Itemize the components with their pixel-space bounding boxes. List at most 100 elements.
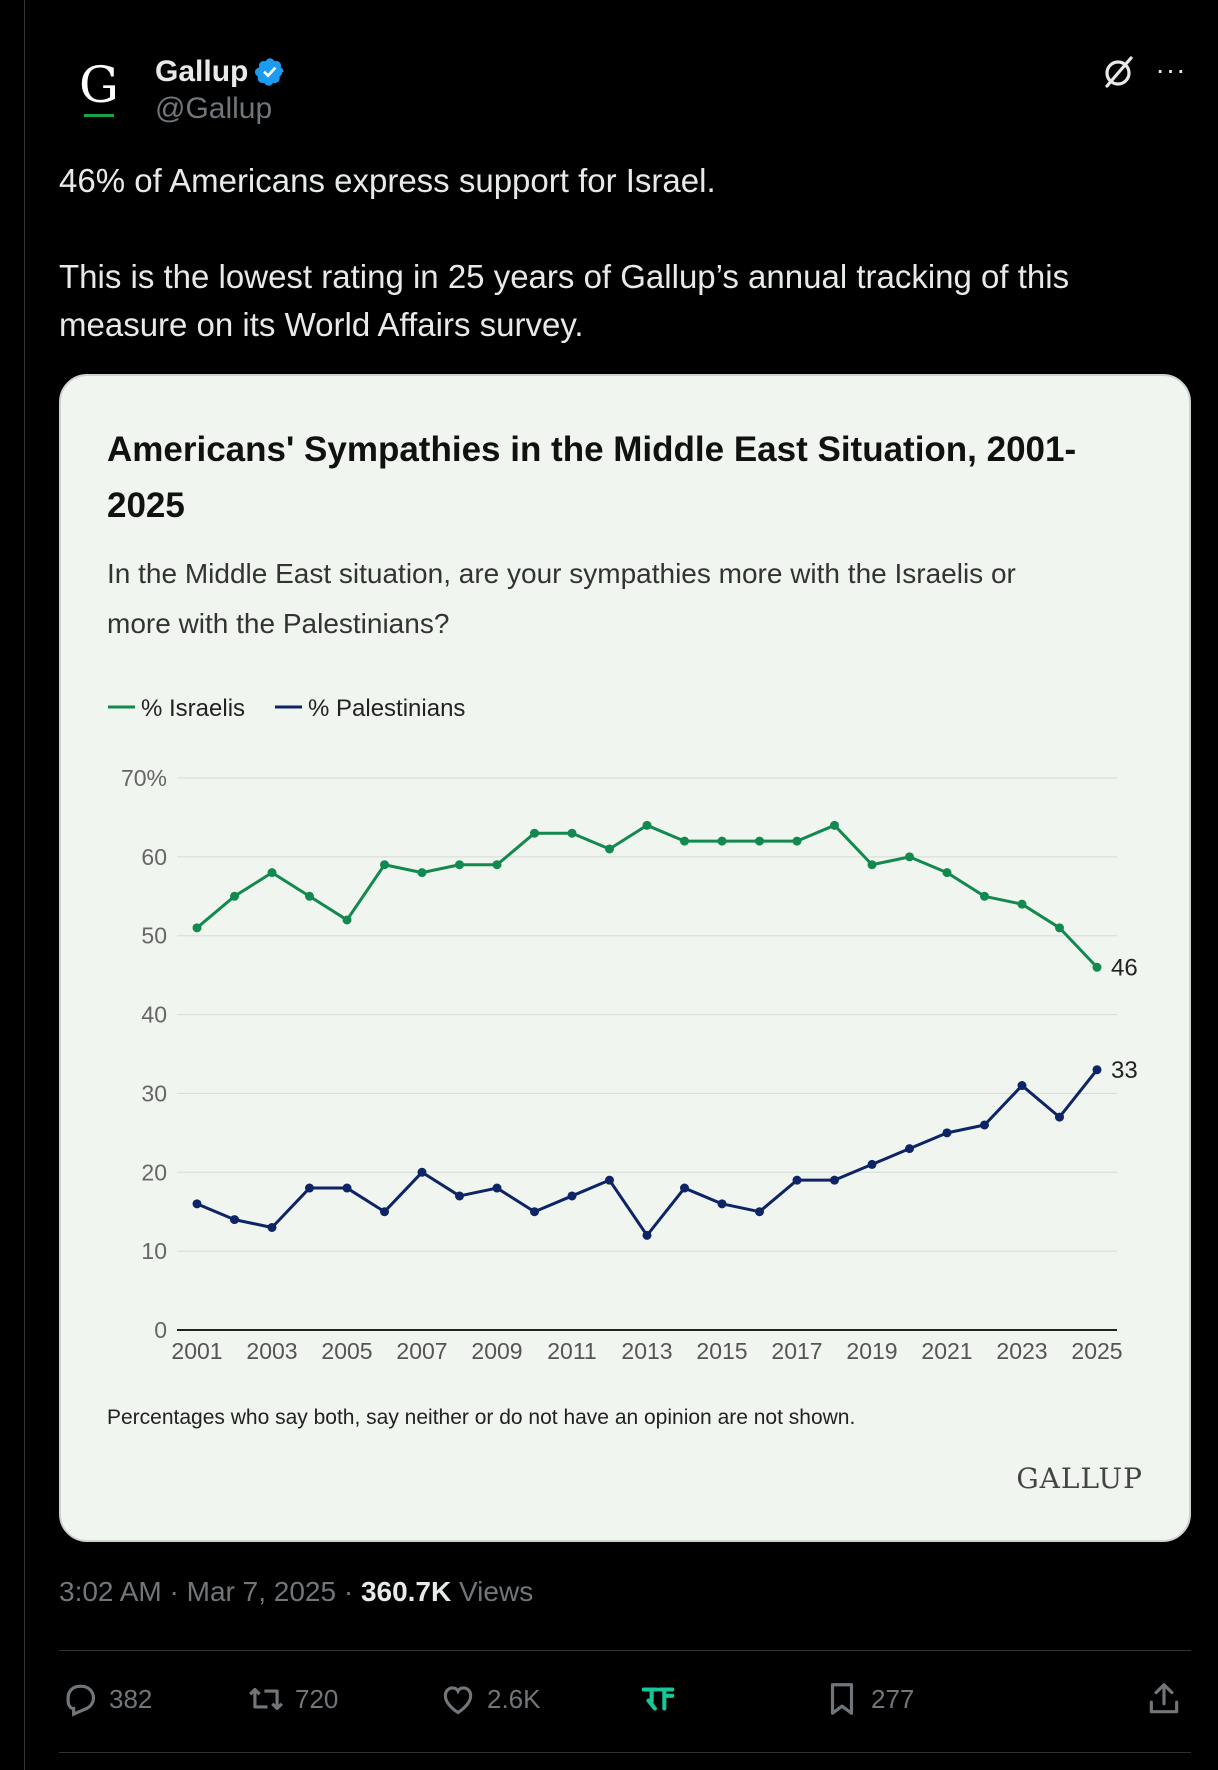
data-point <box>680 1183 689 1193</box>
bookmark-button[interactable]: 277 <box>823 1676 914 1722</box>
data-point <box>867 860 877 870</box>
y-tick-label: 50 <box>141 923 167 949</box>
data-point <box>380 1207 389 1217</box>
x-tick-label: 2003 <box>246 1338 297 1364</box>
data-point <box>642 820 652 830</box>
reply-button[interactable]: 382 <box>61 1676 152 1722</box>
avatar-underline <box>84 114 114 117</box>
data-point <box>830 820 839 830</box>
series-line-israelis <box>196 823 1099 969</box>
chart-y-axis-ticks: 70% 60 50 40 30 20 10 0 <box>121 765 167 1343</box>
y-tick-label: 70% <box>121 765 167 791</box>
data-point <box>417 868 427 878</box>
end-value-label: 33 <box>1111 1057 1138 1084</box>
gallup-logo: GALLUP <box>1016 1462 1143 1495</box>
data-point <box>305 891 314 901</box>
data-point <box>830 1175 839 1185</box>
data-point <box>1017 1081 1027 1091</box>
legend-label-israelis: % Israelis <box>141 695 245 722</box>
data-point <box>717 1199 727 1209</box>
data-point <box>642 1230 652 1240</box>
x-tick-label: 2013 <box>621 1338 672 1364</box>
grok-analytics-button[interactable] <box>639 1676 687 1722</box>
chart-subtitle-line-2: more with the Palestinians? <box>107 608 450 639</box>
author-display-name[interactable]: Gallup <box>155 55 249 88</box>
chart-title-line-1: Americans' Sympathies in the Middle East… <box>107 430 1077 469</box>
chart-legend: % Israelis % Palestinians <box>108 695 465 722</box>
actions-divider-bottom <box>59 1752 1191 1753</box>
chart-footnote: Percentages who say both, say neither or… <box>107 1406 856 1429</box>
repost-button[interactable]: 720 <box>247 1676 338 1722</box>
data-point <box>192 923 202 933</box>
data-point <box>980 891 989 901</box>
chart-gridlines <box>177 777 1117 1331</box>
end-value-label: 46 <box>1111 954 1138 981</box>
views-count: 360.7K <box>360 1576 452 1607</box>
legend-label-palestinians: % Palestinians <box>308 695 465 722</box>
y-tick-label: 10 <box>141 1238 167 1264</box>
x-tick-label: 2025 <box>1071 1338 1122 1364</box>
data-point <box>905 852 914 862</box>
chart-image-card[interactable]: Americans' Sympathies in the Middle East… <box>59 374 1191 1542</box>
timeline-left-border <box>24 0 25 1770</box>
data-point <box>680 836 689 846</box>
post: G Gallup @Gallup ··· 46% of Americans ex… <box>59 0 1191 1770</box>
data-point <box>1055 923 1064 933</box>
like-count: 2.6K <box>487 1683 541 1714</box>
like-button[interactable]: 2.6K <box>439 1676 541 1722</box>
data-point <box>942 1128 952 1138</box>
y-tick-label: 20 <box>141 1159 167 1185</box>
data-point <box>267 868 277 878</box>
chart-subtitle-line-1: In the Middle East situation, are your s… <box>107 558 1016 589</box>
chart-x-axis-ticks: 2001 2003 2005 2007 2009 2011 2013 2015 2017 2019… <box>171 1338 1122 1364</box>
data-point <box>417 1167 427 1177</box>
share-button[interactable] <box>1145 1676 1193 1722</box>
y-tick-label: 0 <box>154 1317 167 1343</box>
data-point <box>455 1191 464 1201</box>
data-point <box>1055 1112 1064 1122</box>
data-point <box>717 836 727 846</box>
repost-count: 720 <box>295 1683 339 1714</box>
reply-icon <box>66 1684 96 1717</box>
chart-title-line-2: 2025 <box>107 486 185 525</box>
post-time[interactable]: 3:02 AM <box>59 1576 162 1607</box>
avatar[interactable]: G <box>59 52 139 132</box>
post-meta: 3:02 AM · Mar 7, 2025 · 360.7K Views <box>59 1576 534 1607</box>
data-point <box>492 1183 502 1193</box>
data-point <box>342 1183 352 1193</box>
data-point <box>867 1159 877 1169</box>
x-tick-label: 2021 <box>921 1338 972 1364</box>
author-handle[interactable]: @Gallup <box>155 92 273 125</box>
series-line-palestinians <box>196 1068 1099 1237</box>
x-tick-label: 2007 <box>396 1338 447 1364</box>
more-options-icon[interactable]: ··· <box>1155 54 1187 85</box>
grok-icon[interactable] <box>1099 52 1139 92</box>
data-point <box>380 860 389 870</box>
data-point <box>342 915 352 925</box>
analytics-icon <box>641 1687 675 1711</box>
avatar-letter: G <box>79 56 119 114</box>
data-point <box>455 860 464 870</box>
y-tick-label: 30 <box>141 1080 167 1106</box>
data-point <box>230 891 239 901</box>
data-point <box>1017 899 1027 909</box>
actions-divider-top <box>59 1650 1191 1651</box>
line-chart: % Israelis % Palestinians 70%60504030201… <box>108 695 1138 1364</box>
x-tick-label: 2017 <box>771 1338 822 1364</box>
y-tick-label: 40 <box>141 1002 167 1028</box>
data-point <box>567 828 577 838</box>
x-tick-label: 2023 <box>996 1338 1047 1364</box>
y-tick-label: 60 <box>141 844 167 870</box>
bookmark-count: 277 <box>871 1683 915 1714</box>
data-point <box>792 836 802 846</box>
data-point <box>755 1207 764 1217</box>
data-point <box>605 1175 614 1185</box>
x-tick-label: 2005 <box>321 1338 372 1364</box>
reply-count: 382 <box>109 1683 153 1714</box>
data-point <box>492 860 502 870</box>
verified-badge-icon[interactable] <box>254 56 286 88</box>
views-label: Views <box>459 1576 534 1607</box>
post-date[interactable]: Mar 7, 2025 <box>186 1576 337 1607</box>
data-point <box>1092 962 1102 972</box>
data-point <box>1092 1065 1102 1075</box>
